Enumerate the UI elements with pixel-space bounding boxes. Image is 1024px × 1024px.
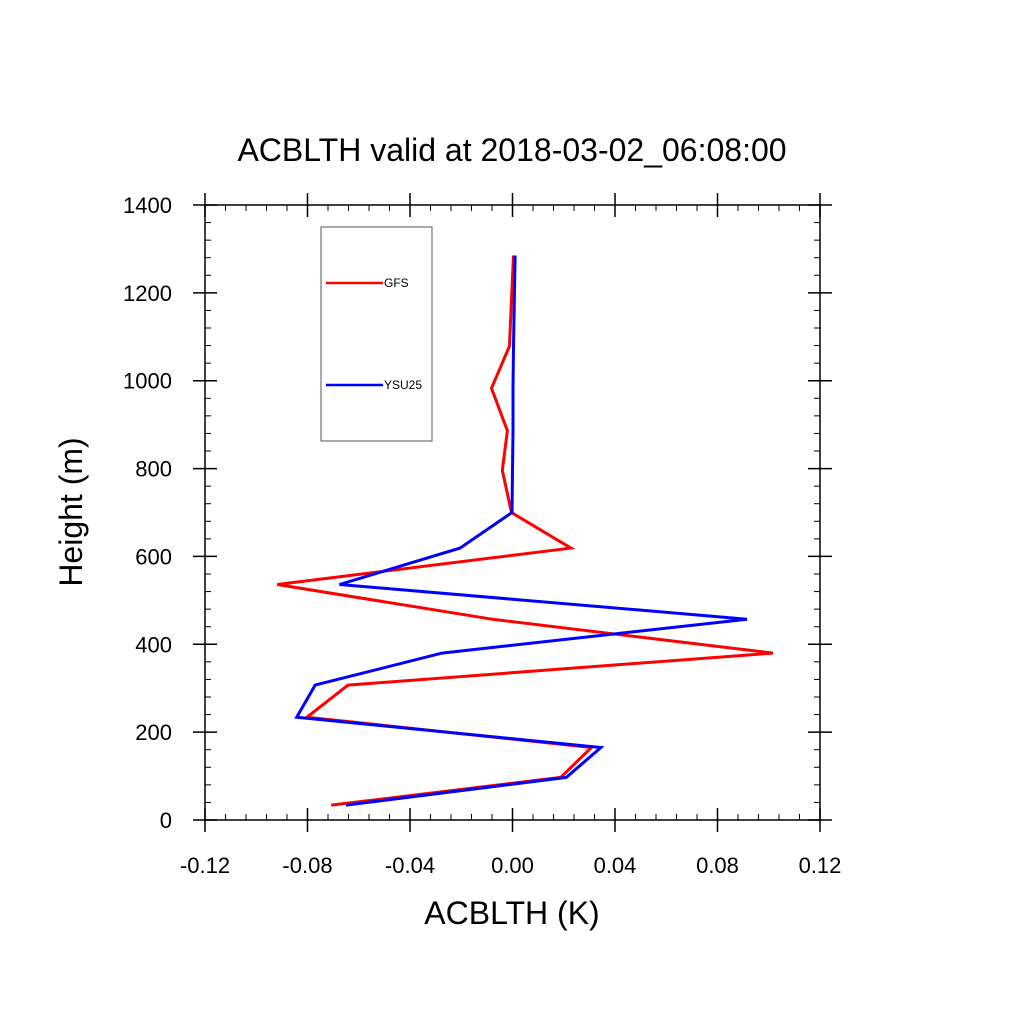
y-tick-label: 1200 — [123, 281, 172, 306]
major-ticks — [193, 193, 832, 832]
x-tick-label: 0.04 — [594, 853, 637, 878]
legend-box — [320, 226, 433, 442]
x-tick-label: 0.12 — [799, 853, 842, 878]
y-tick-label: 0 — [160, 808, 172, 833]
x-axis-title: ACBLTH (K) — [424, 895, 599, 931]
x-tick-label: -0.12 — [180, 853, 230, 878]
x-tick-label: 0.08 — [696, 853, 739, 878]
y-tick-label: 200 — [135, 720, 172, 745]
legend-label-gfs: GFS — [384, 276, 409, 290]
y-tick-label: 800 — [135, 457, 172, 482]
y-tick-label: 1400 — [123, 193, 172, 218]
y-tick-label: 400 — [135, 632, 172, 657]
legend: GFS YSU25 — [320, 226, 433, 442]
y-axis-title: Height (m) — [53, 437, 89, 586]
series-line-ysu25 — [294, 255, 748, 807]
y-tick-labels: 0 200 400 600 800 1000 1200 1400 — [123, 193, 172, 833]
y-tick-label: 600 — [135, 544, 172, 569]
x-tick-label: 0.00 — [491, 853, 534, 878]
series-lines — [277, 255, 774, 807]
plot-area — [193, 193, 832, 832]
x-tick-labels: -0.12 -0.08 -0.04 0.00 0.04 0.08 0.12 — [180, 853, 841, 878]
x-tick-label: -0.04 — [385, 853, 435, 878]
chart-title: ACBLTH valid at 2018-03-02_06:08:00 — [237, 132, 786, 168]
y-tick-label: 1000 — [123, 369, 172, 394]
legend-label-ysu25: YSU25 — [384, 378, 422, 392]
x-tick-label: -0.08 — [282, 853, 332, 878]
